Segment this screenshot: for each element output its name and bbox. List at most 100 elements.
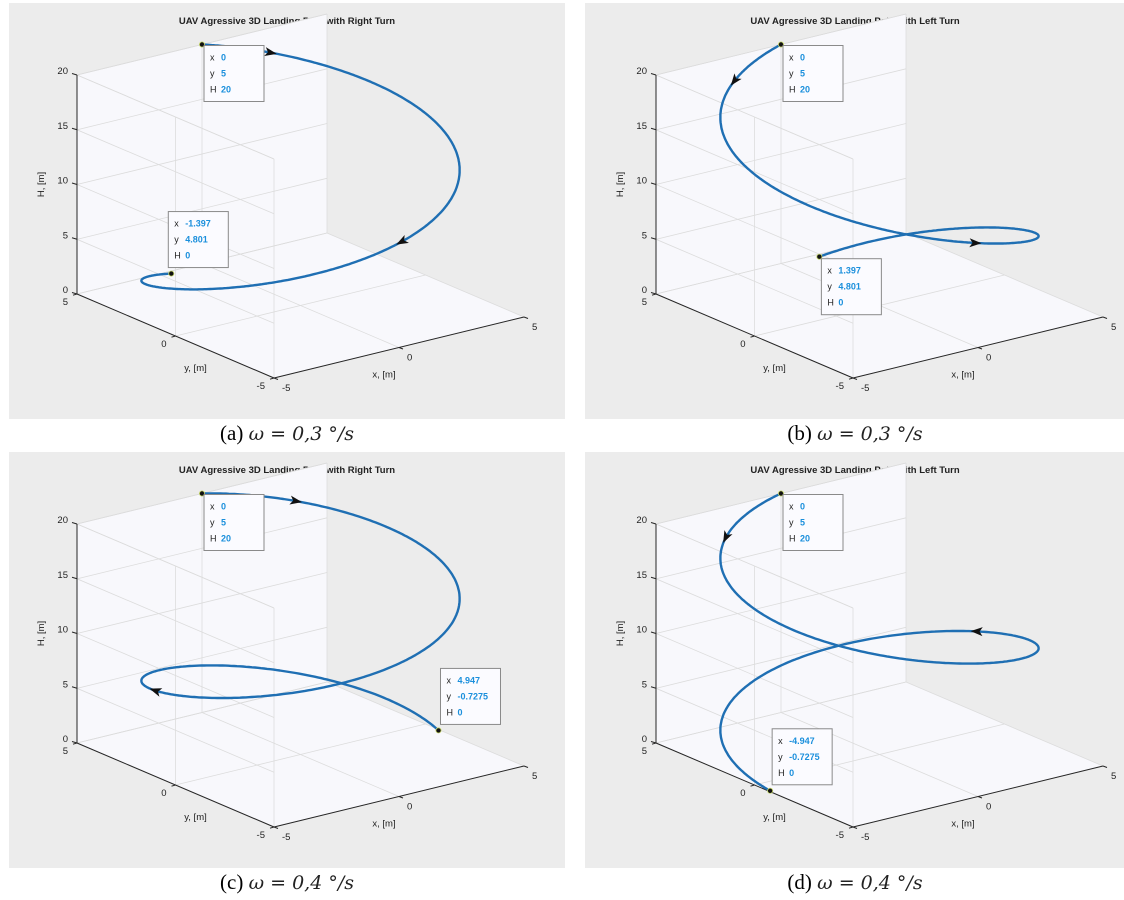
- y-tick-label: -5: [836, 830, 844, 841]
- datatip-key: y: [210, 518, 215, 528]
- x-tick-label: -5: [861, 832, 869, 843]
- landing-path: [719, 492, 1040, 792]
- z-tick-mark: [650, 292, 657, 295]
- datatip-value: 0: [185, 251, 190, 261]
- z-tick-label: 15: [636, 570, 647, 581]
- datatip-box: [167, 211, 229, 269]
- datatip-value: 5: [800, 518, 805, 528]
- z-axis-label: H, [m]: [36, 621, 47, 646]
- z-tick-label: 0: [63, 285, 68, 296]
- z-tick-mark: [650, 237, 657, 240]
- datatip-value: 5: [221, 69, 226, 79]
- datatip-box: [203, 45, 265, 102]
- z-tick-mark: [71, 73, 78, 76]
- datatip: x 0y 5H 20: [203, 45, 265, 102]
- z-tick-label: 20: [57, 515, 68, 526]
- y-tick-mark: [171, 784, 176, 787]
- datatip: x 1.397 y 4.801 H 0: [820, 258, 882, 316]
- chart-panel-a: UAV Agressive 3D Landing Path with Right…: [9, 3, 569, 451]
- datatip-value: 0: [221, 502, 226, 512]
- datatip-key: x: [174, 219, 179, 229]
- x-tick-mark: [273, 377, 279, 380]
- datatip-key: y: [789, 69, 794, 79]
- y-tick-mark: [269, 826, 275, 829]
- datatip-key: y: [827, 282, 832, 292]
- datatip-value: 0: [221, 53, 226, 63]
- x-tick-mark: [1102, 316, 1108, 319]
- datatip-key: x: [789, 502, 794, 512]
- x-tick-mark: [977, 796, 983, 799]
- datatip-value: 0: [800, 53, 805, 63]
- x-tick-mark: [523, 765, 529, 768]
- end-point-marker: [816, 253, 823, 260]
- datatip-key: y: [789, 518, 794, 528]
- z-tick-mark: [71, 741, 78, 744]
- direction-arrow: [969, 238, 982, 248]
- datatip-key: H: [789, 85, 796, 95]
- datatip-key: x: [446, 675, 451, 685]
- z-tick-mark: [650, 576, 657, 580]
- z-tick-label: 20: [636, 515, 647, 526]
- z-tick-label: 5: [63, 679, 68, 690]
- caption-label: (b): [787, 421, 812, 445]
- grid-line: [905, 232, 1104, 318]
- datatip-key: H: [446, 707, 453, 717]
- z-tick-mark: [71, 292, 78, 295]
- x-tick-label: 5: [1111, 771, 1116, 782]
- z-tick-mark: [71, 237, 78, 240]
- direction-arrow: [289, 495, 303, 505]
- caption-formula: ω = 0,3 °/s: [248, 423, 354, 445]
- x-tick-label: 0: [986, 353, 991, 364]
- x-tick-label: 0: [407, 353, 412, 364]
- z-tick-label: 15: [636, 121, 647, 132]
- z-tick-label: 5: [642, 679, 647, 690]
- direction-arrow: [396, 234, 409, 245]
- datatip: x -1.397 y 4.801 H 0: [167, 211, 229, 269]
- z-axis-label: H, [m]: [615, 172, 626, 197]
- z-tick-label: 10: [57, 176, 68, 187]
- datatip-value: -0.7275: [789, 752, 820, 762]
- landing-path: [140, 43, 461, 291]
- z-tick-label: 15: [57, 570, 68, 581]
- datatip-value: 20: [221, 85, 231, 95]
- y-tick-label: -5: [836, 381, 844, 392]
- grid-line: [326, 681, 525, 767]
- datatip-key: x: [778, 736, 783, 746]
- x-tick-mark: [273, 826, 279, 829]
- z-tick-label: 5: [642, 230, 647, 241]
- datatip-value: 0: [457, 707, 462, 717]
- grid-line: [175, 274, 426, 337]
- start-point-marker: [777, 41, 784, 48]
- x-axis-label: x, [m]: [372, 819, 395, 830]
- z-tick-mark: [71, 686, 78, 689]
- x-tick-label: 0: [407, 802, 412, 813]
- datatip-value: 5: [221, 518, 226, 528]
- datatip-value: -0.7275: [457, 691, 488, 701]
- grid-line: [905, 681, 1104, 767]
- x-axis-label: x, [m]: [372, 370, 395, 381]
- caption-formula: ω = 0,4 °/s: [817, 872, 923, 894]
- chart-panel-b: UAV Agressive 3D Landing Path with Left …: [585, 3, 1124, 451]
- z-tick-mark: [650, 73, 657, 76]
- end-point-marker: [767, 787, 774, 794]
- direction-arrow: [149, 688, 163, 697]
- chart-title: UAV Agressive 3D Landing Path with Right…: [179, 16, 395, 27]
- x-tick-mark: [398, 347, 404, 350]
- datatip-value: 0: [789, 768, 794, 778]
- y-tick-label: 0: [161, 788, 166, 799]
- datatip: x 0y 5H 20: [203, 494, 265, 551]
- x-axis-label: x, [m]: [951, 819, 974, 830]
- datatip-value: 5: [800, 69, 805, 79]
- chart-title: UAV Agressive 3D Landing Path with Right…: [179, 465, 395, 476]
- z-tick-label: 5: [63, 230, 68, 241]
- datatip-key: H: [174, 251, 181, 261]
- start-point-marker: [198, 41, 205, 48]
- y-tick-label: 0: [161, 339, 166, 350]
- direction-arrow: [723, 530, 733, 543]
- datatip: x 0y 5H 20: [782, 45, 844, 102]
- datatip-value: 1.397: [838, 266, 861, 276]
- x-tick-label: 5: [532, 322, 537, 333]
- datatip-box: [782, 494, 844, 551]
- datatip-key: x: [210, 53, 215, 63]
- z-tick-mark: [71, 522, 78, 525]
